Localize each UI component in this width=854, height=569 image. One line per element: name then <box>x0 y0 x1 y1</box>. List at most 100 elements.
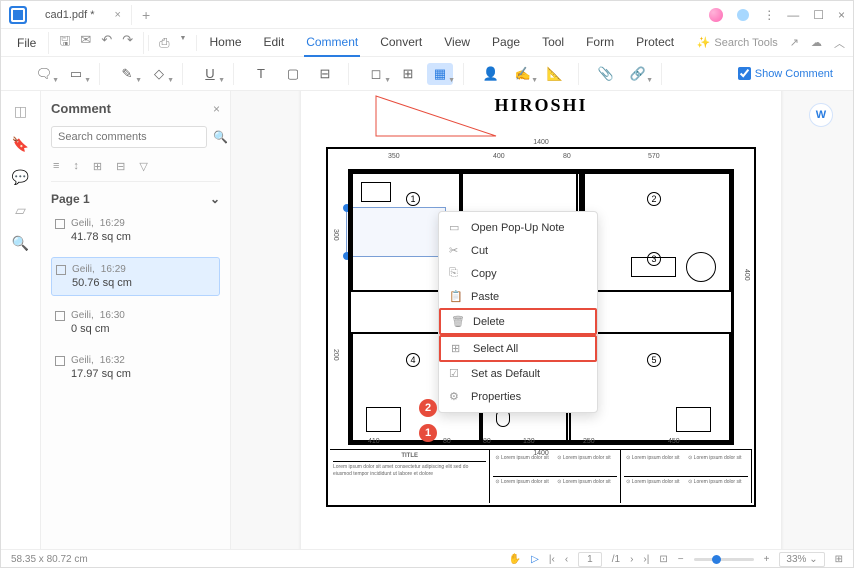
filter-group2-icon[interactable]: ⊟ <box>116 160 125 173</box>
main-menus: Home Edit Comment Convert View Page Tool… <box>207 29 676 57</box>
more-icon[interactable]: ⋮ <box>763 8 773 22</box>
menu-comment[interactable]: Comment <box>304 29 360 57</box>
maximize-button[interactable]: ☐ <box>813 8 824 22</box>
context-menu-item[interactable]: ⎘Copy <box>439 262 597 285</box>
zoom-value[interactable]: 33% ⌄ <box>779 552 824 567</box>
print-dropdown-icon[interactable]: ▼ <box>180 35 187 51</box>
thumbnails-icon[interactable]: ◫ <box>14 103 27 120</box>
filter-funnel-icon[interactable]: ▽ <box>139 160 147 173</box>
room-number: 2 <box>647 192 661 206</box>
filter-expand-icon[interactable]: ≡ <box>53 160 59 173</box>
zoom-slider[interactable] <box>694 558 754 561</box>
note-tool[interactable]: 🗨▼ <box>31 63 57 85</box>
menu-edit[interactable]: Edit <box>262 29 287 57</box>
fit-icon[interactable]: ⊡ <box>659 554 667 565</box>
premium-icon[interactable] <box>709 8 723 22</box>
context-menu-item[interactable]: 📋Paste <box>439 285 597 308</box>
underline-tool[interactable]: U▼ <box>197 63 223 85</box>
minimize-button[interactable]: — <box>787 8 799 22</box>
search-input[interactable] <box>51 126 207 148</box>
attach-tool[interactable]: 📎 <box>593 63 619 85</box>
dim-label: 80 <box>483 438 491 445</box>
show-comment-checkbox[interactable] <box>738 67 751 80</box>
search-icon[interactable]: 🔍 <box>213 130 228 144</box>
redo-icon[interactable]: ↷ <box>122 32 133 54</box>
link-tool[interactable]: 🔗▼ <box>625 63 651 85</box>
select-tool-icon[interactable]: ▷ <box>531 554 539 565</box>
comment-toolbar: 🗨▼ ▭▼ ✎▼ ◇▼ U▼ T ▢ ⊟ ◻▼ ⊞ ▦▼ 👤 ✍▼ 📐 📎 🔗▼… <box>1 57 853 91</box>
context-menu-item[interactable]: 🗑Delete <box>439 308 597 335</box>
show-comment-toggle[interactable]: Show Comment <box>738 67 833 80</box>
close-button[interactable]: × <box>838 8 845 22</box>
menu-page[interactable]: Page <box>490 29 522 57</box>
menu-home[interactable]: Home <box>207 29 243 57</box>
eraser-tool[interactable]: ◇▼ <box>146 63 172 85</box>
zoom-in-icon[interactable]: + <box>764 554 770 565</box>
search-tools[interactable]: ✨ Search Tools <box>697 36 778 49</box>
menu-form[interactable]: Form <box>584 29 616 57</box>
area-tool[interactable]: ▦▼ <box>427 63 453 85</box>
menu-tool[interactable]: Tool <box>540 29 566 57</box>
document-tab[interactable]: cad1.pdf * × <box>35 5 132 25</box>
measure-tool[interactable]: 📐 <box>542 63 568 85</box>
comments-icon[interactable]: 💬 <box>12 169 29 186</box>
textbox-tool[interactable]: ▢ <box>280 63 306 85</box>
room-number: 1 <box>406 192 420 206</box>
context-menu-item[interactable]: ✂Cut <box>439 239 597 262</box>
context-menu-item[interactable]: ⊞Select All <box>439 335 597 362</box>
pencil-tool[interactable]: ✎▼ <box>114 63 140 85</box>
cloud-icon[interactable]: ☁ <box>811 36 822 49</box>
red-triangle-annotation[interactable] <box>371 91 501 141</box>
statusbar-right: ✋ ▷ |‹ ‹ 1 /1 › ›| ⊡ − + 33% ⌄ ⊞ <box>509 552 843 567</box>
document-viewport[interactable]: W HIROSHI ▭Open Pop-Up Note✂Cut⎘Copy📋Pas… <box>231 91 853 549</box>
first-page-icon[interactable]: |‹ <box>549 554 555 565</box>
comment-item[interactable]: Geili,16:300 sq cm <box>51 304 220 341</box>
comment-item[interactable]: Geili,16:2950.76 sq cm <box>51 257 220 296</box>
dim-label: 1400 <box>533 139 549 146</box>
app-icon[interactable] <box>9 6 27 24</box>
stamp2-tool[interactable]: 👤 <box>478 63 504 85</box>
sync-icon[interactable] <box>737 9 749 21</box>
file-menu[interactable]: File <box>9 36 44 50</box>
menu-view[interactable]: View <box>442 29 472 57</box>
prev-page-icon[interactable]: ‹ <box>565 554 568 565</box>
comment-item[interactable]: Geili,16:2941.78 sq cm <box>51 212 220 249</box>
step-badge: 2 <box>419 399 437 417</box>
shape-tool[interactable]: ◻▼ <box>363 63 389 85</box>
text-tool[interactable]: T <box>248 63 274 85</box>
next-page-icon[interactable]: › <box>630 554 633 565</box>
close-icon[interactable]: × <box>213 102 220 116</box>
bookmarks-icon[interactable]: 🔖 <box>12 136 29 153</box>
word-export-icon[interactable]: W <box>809 103 833 127</box>
print-icon[interactable]: ⎙ <box>159 35 169 51</box>
filter-group1-icon[interactable]: ⊞ <box>93 160 102 173</box>
collapse-icon[interactable]: ︿ <box>834 35 845 51</box>
attachments-icon[interactable]: ▱ <box>15 202 26 219</box>
context-menu-item[interactable]: ⚙Properties <box>439 385 597 408</box>
save-icon[interactable]: 🖫 <box>59 32 70 54</box>
callout-tool[interactable]: ⊟ <box>312 63 338 85</box>
tab-filename: cad1.pdf * <box>45 9 95 21</box>
menu-convert[interactable]: Convert <box>378 29 424 57</box>
page-input[interactable]: 1 <box>578 552 602 567</box>
share-icon[interactable]: ↗ <box>790 36 799 49</box>
stamp-tool[interactable]: ⊞ <box>395 63 421 85</box>
fullscreen-icon[interactable]: ⊞ <box>835 554 843 565</box>
context-menu-item[interactable]: ☑Set as Default <box>439 362 597 385</box>
undo-icon[interactable]: ↶ <box>101 32 112 54</box>
zoom-out-icon[interactable]: − <box>678 554 684 565</box>
page-section[interactable]: Page 1 ⌄ <box>51 192 220 206</box>
search-icon[interactable]: 🔍 <box>12 235 29 252</box>
signature-tool[interactable]: ✍▼ <box>510 63 536 85</box>
quick-actions: 🖫 ✉ ↶ ↷ <box>48 32 144 54</box>
menu-protect[interactable]: Protect <box>634 29 676 57</box>
comment-item[interactable]: Geili,16:3217.97 sq cm <box>51 349 220 386</box>
highlight-tool[interactable]: ▭▼ <box>63 63 89 85</box>
filter-sort-icon[interactable]: ↕ <box>73 160 79 173</box>
mail-icon[interactable]: ✉ <box>80 32 91 54</box>
context-menu-item[interactable]: ▭Open Pop-Up Note <box>439 216 597 239</box>
hand-tool-icon[interactable]: ✋ <box>509 554 521 565</box>
close-tab-icon[interactable]: × <box>115 9 121 21</box>
new-tab-button[interactable]: + <box>142 7 150 23</box>
last-page-icon[interactable]: ›| <box>643 554 649 565</box>
